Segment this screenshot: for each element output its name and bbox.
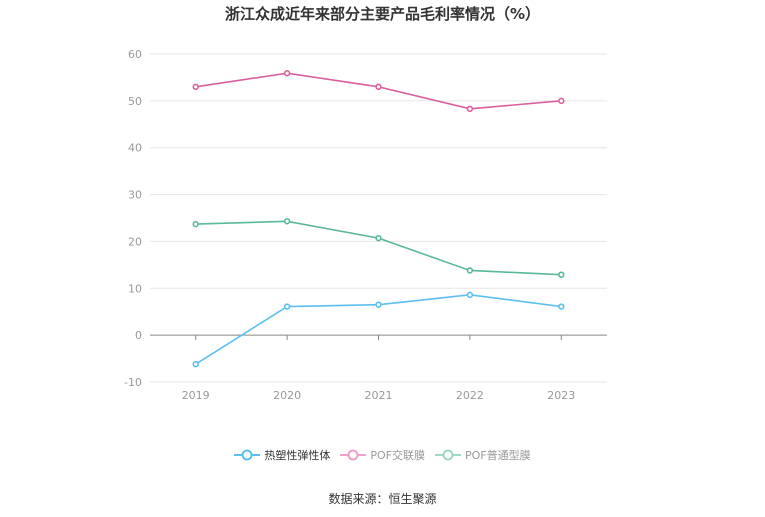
legend-label: 热塑性弹性体: [264, 449, 331, 462]
data-point: [283, 70, 291, 77]
data-point: [192, 360, 199, 368]
y-tick-label: -10: [124, 376, 142, 389]
legend-marker-icon: [234, 449, 261, 461]
y-tick-label: 50: [128, 95, 142, 108]
x-tick-label: 2021: [365, 389, 393, 402]
x-tick-label: 2022: [456, 389, 484, 402]
y-tick-label: 60: [128, 48, 142, 61]
data-point: [558, 271, 565, 278]
series-line-1: [195, 72, 562, 110]
x-tick-label: 2020: [273, 389, 301, 402]
y-tick-label: 10: [128, 282, 142, 295]
data-point: [558, 303, 565, 310]
legend-item-series-0[interactable]: 热塑性弹性体: [234, 447, 330, 463]
legend-item-series-2[interactable]: POF普通型膜: [435, 447, 531, 463]
y-tick-label: 0: [135, 329, 142, 342]
data-point: [375, 83, 382, 91]
x-tick-label: 2023: [547, 389, 575, 402]
data-point: [192, 83, 199, 91]
legend: 热塑性弹性体 POF交联膜 POF普通型膜: [0, 447, 765, 463]
x-tick-label: 2019: [182, 389, 210, 402]
series-line-2: [195, 220, 562, 276]
data-point: [466, 267, 474, 274]
y-tick-label: 30: [128, 189, 142, 202]
y-tick-label: 40: [128, 142, 142, 155]
legend-label: POF交联膜: [370, 449, 425, 462]
legend-item-series-1[interactable]: POF交联膜: [340, 447, 425, 463]
data-point: [283, 218, 291, 225]
data-point: [375, 234, 382, 242]
legend-marker-icon: [435, 449, 461, 461]
data-point: [466, 105, 474, 113]
y-tick-label: 20: [128, 235, 142, 248]
source-note: 数据来源：恒生聚源: [328, 492, 437, 506]
legend-marker-icon: [340, 449, 367, 461]
data-point: [283, 303, 291, 310]
data-point: [192, 220, 199, 228]
chart-title: 浙江众成近年来部分主要产品毛利率情况（%）: [224, 5, 541, 23]
data-point: [558, 97, 565, 105]
data-point: [375, 301, 382, 308]
legend-label: POF普通型膜: [465, 449, 531, 462]
data-point: [466, 291, 474, 299]
